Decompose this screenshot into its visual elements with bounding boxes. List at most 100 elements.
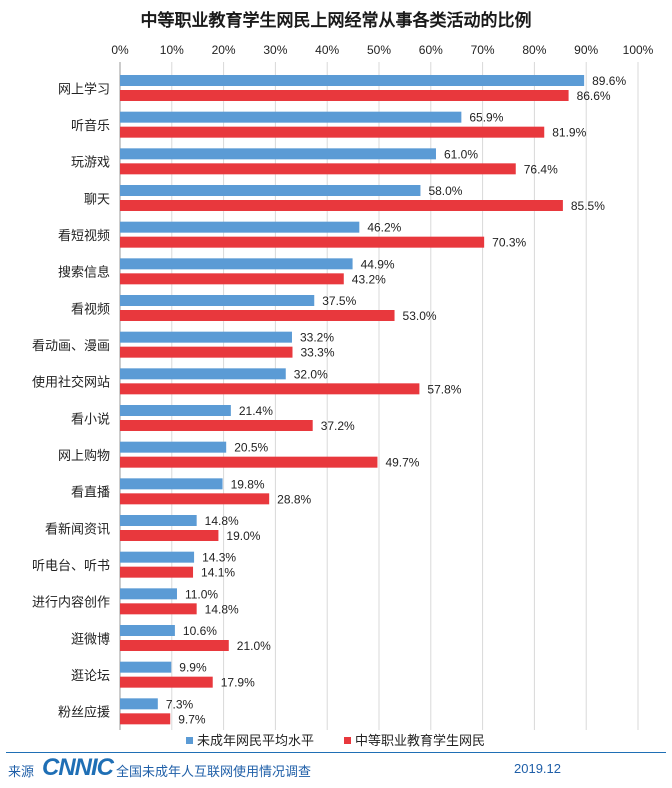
legend-label: 中等职业教育学生网民: [355, 733, 485, 749]
data-label: 33.2%: [300, 331, 334, 345]
bar-vocational: [120, 603, 197, 615]
bars: [120, 75, 585, 725]
data-label: 70.3%: [492, 236, 526, 250]
chart: 中等职业教育学生网民上网经常从事各类活动的比例 0% 10% 20% 30% 40% 50…: [32, 10, 654, 749]
data-label: 21.4%: [239, 404, 273, 418]
bar-vocational: [120, 530, 219, 541]
x-tick-label: 90%: [574, 43, 598, 57]
bar-vocational: [120, 383, 420, 395]
data-label: 86.6%: [577, 89, 611, 103]
bar-vocational: [120, 310, 395, 321]
data-label: 65.9%: [469, 111, 503, 125]
report-date: 2019.12: [514, 761, 561, 776]
data-label: 44.9%: [361, 257, 395, 271]
data-label: 76.4%: [524, 162, 558, 176]
bar-average: [120, 75, 585, 86]
data-label: 43.2%: [352, 272, 386, 286]
data-label: 81.9%: [552, 126, 586, 140]
source-label: 来源: [8, 765, 35, 780]
data-label: 7.3%: [166, 697, 194, 711]
bar-vocational: [120, 126, 545, 138]
bar-average: [120, 551, 195, 563]
bar-average: [120, 221, 360, 233]
category-label: 看短视频: [58, 228, 110, 244]
data-label: 89.6%: [592, 74, 626, 88]
data-label: 57.8%: [427, 382, 461, 396]
category-label: 看视频: [71, 301, 110, 317]
bar-average: [120, 478, 223, 490]
category-label: 网上学习: [58, 81, 110, 97]
chart-title: 中等职业教育学生网民上网经常从事各类活动的比例: [141, 10, 532, 31]
bar-vocational: [120, 676, 213, 688]
x-tick-label: 80%: [522, 43, 546, 57]
category-label: 看新闻资讯: [45, 521, 110, 537]
bar-average: [120, 441, 227, 453]
bar-vocational: [120, 90, 569, 101]
category-label: 粉丝应援: [58, 705, 110, 721]
x-tick-label: 10%: [160, 43, 184, 57]
legend-label: 未成年网民平均水平: [197, 734, 314, 749]
legend-swatch: [344, 737, 351, 744]
data-label: 46.2%: [367, 221, 401, 235]
legend: 未成年网民平均水平 中等职业教育学生网民: [186, 733, 485, 749]
category-label: 使用社交网站: [32, 375, 110, 391]
bar-average: [120, 698, 158, 710]
bar-average: [120, 148, 436, 160]
data-label: 19.0%: [226, 529, 260, 543]
x-tick-label: 50%: [367, 43, 391, 57]
data-label: 10.6%: [183, 624, 217, 638]
bar-vocational: [120, 713, 171, 725]
category-labels: 网上学习听音乐玩游戏聊天看短视频搜索信息看视频看动画、漫画使用社交网站看小说网上…: [32, 81, 110, 720]
data-label: 37.2%: [321, 419, 355, 433]
bar-vocational: [120, 566, 194, 578]
data-label: 53.0%: [403, 309, 437, 323]
data-label: 14.8%: [205, 514, 239, 528]
data-label: 32.0%: [294, 367, 328, 381]
data-label: 21.0%: [237, 639, 271, 653]
data-label: 14.3%: [202, 551, 236, 565]
data-label: 37.5%: [322, 294, 356, 308]
data-label: 28.8%: [277, 492, 311, 506]
data-label: 61.0%: [444, 147, 478, 161]
bar-average: [120, 661, 172, 673]
x-tick-label: 40%: [315, 43, 339, 57]
bar-vocational: [120, 493, 270, 505]
category-label: 玩游戏: [71, 156, 110, 171]
x-axis-ticks: 0% 10% 20% 30% 40% 50% 60% 70% 80% 90% 100%: [111, 43, 653, 57]
category-label: 网上购物: [58, 448, 110, 464]
bar-vocational: [120, 456, 378, 468]
bar-vocational: [120, 163, 516, 175]
category-label: 聊天: [84, 192, 110, 207]
x-tick-label: 70%: [471, 43, 495, 57]
footer-divider: [6, 752, 666, 753]
x-tick-label: 100%: [623, 43, 654, 57]
bar-average: [120, 258, 353, 270]
x-tick-label: 60%: [419, 43, 443, 57]
x-tick-label: 0%: [111, 43, 129, 57]
bar-average: [120, 111, 462, 123]
bar-average: [120, 295, 315, 306]
bar-vocational: [120, 346, 293, 358]
category-label: 逛微博: [71, 632, 110, 647]
bar-vocational: [120, 236, 485, 248]
data-labels: 89.6%86.6% 65.9% 81.9% 61.0% 76.4% 58.0% 85.5%…: [166, 74, 627, 726]
bar-average: [120, 625, 175, 636]
bar-vocational: [120, 420, 313, 431]
x-tick-label: 20%: [212, 43, 236, 57]
footer: 来源 CNNIC 全国未成年人互联网使用情况调查 2019.12: [0, 752, 672, 788]
bar-average: [120, 588, 177, 600]
data-label: 49.7%: [385, 456, 419, 470]
category-label: 看小说: [71, 411, 110, 427]
data-label: 17.9%: [221, 676, 255, 690]
data-label: 9.7%: [178, 712, 206, 726]
category-label: 进行内容创作: [32, 595, 110, 611]
data-label: 58.0%: [428, 184, 462, 198]
data-label: 11.0%: [185, 587, 218, 601]
bar-average: [120, 405, 231, 416]
bar-average: [120, 368, 286, 380]
category-label: 看直播: [71, 485, 110, 501]
bar-vocational: [120, 640, 229, 651]
data-label: 33.3%: [300, 346, 334, 360]
bar-vocational: [120, 200, 563, 211]
bar-average: [120, 515, 197, 526]
